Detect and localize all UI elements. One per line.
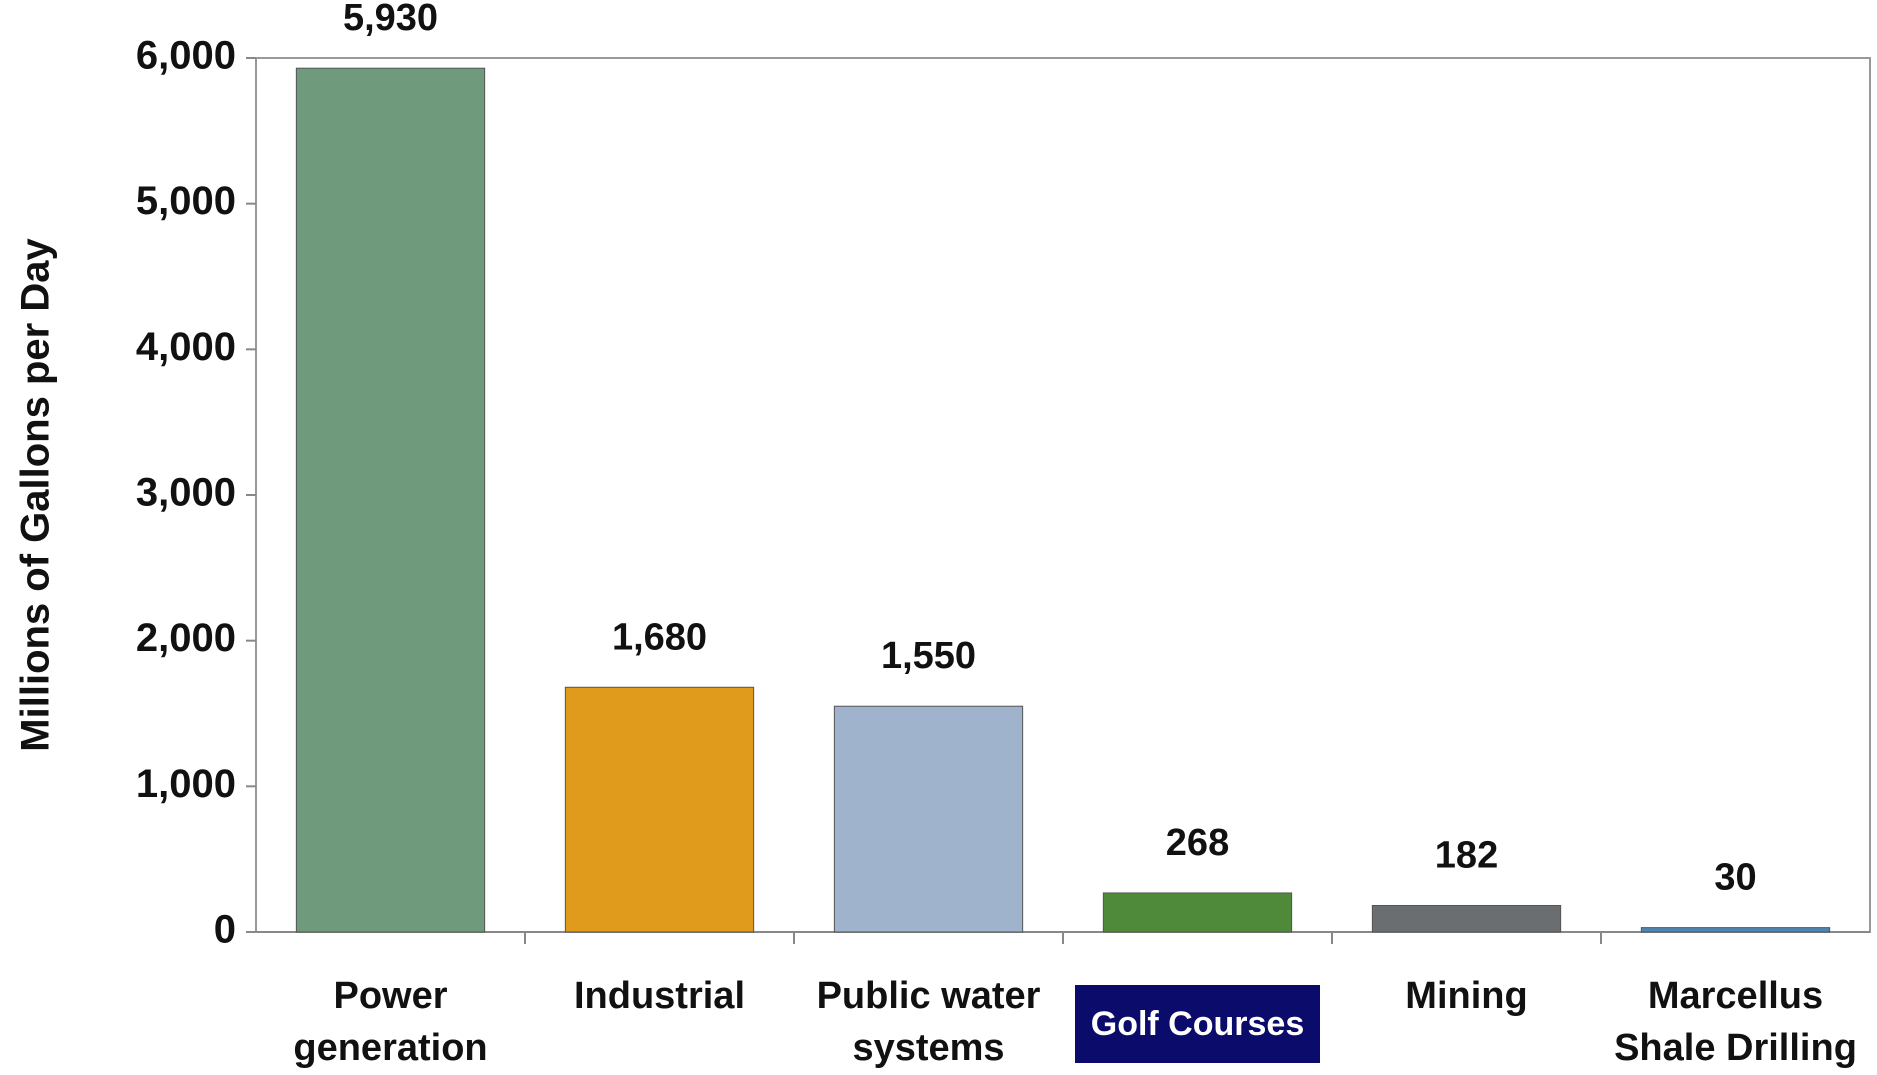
y-tick-label: 0 (214, 908, 236, 952)
value-label: 1,550 (881, 635, 976, 677)
y-tick-label: 4,000 (136, 325, 236, 369)
bar (1372, 905, 1560, 932)
value-label: 182 (1435, 835, 1498, 877)
value-label: 268 (1166, 822, 1229, 864)
bar (834, 706, 1022, 932)
y-axis-label: Millions of Gallons per Day (14, 238, 58, 752)
bar (1103, 893, 1291, 932)
plot-frame (256, 58, 1870, 932)
value-label: 5,930 (343, 0, 438, 39)
value-label: 1,680 (612, 616, 707, 658)
y-tick-label: 5,000 (136, 179, 236, 223)
x-tick-label: Mining (1337, 970, 1597, 1022)
x-tick-label: Public water systems (799, 970, 1059, 1074)
y-tick-label: 1,000 (136, 762, 236, 806)
bar (296, 68, 484, 932)
bar (1641, 928, 1829, 932)
y-tick-label: 3,000 (136, 471, 236, 515)
x-tick-label: Marcellus Shale Drilling (1606, 970, 1866, 1074)
x-tick-label: Power generation (261, 970, 521, 1074)
chart: Millions of Gallons per Day 0 1,000 2,000 3… (0, 0, 1877, 1075)
x-tick-label: Industrial (530, 970, 790, 1022)
chart-root: Millions of Gallons per Day 0 1,000 2,000 3… (0, 0, 1877, 1075)
x-tick-label: Golf Courses (1075, 985, 1320, 1063)
bar (565, 687, 753, 932)
value-label: 30 (1714, 857, 1756, 899)
y-tick-label: 6,000 (136, 34, 236, 78)
y-tick-label: 2,000 (136, 616, 236, 660)
